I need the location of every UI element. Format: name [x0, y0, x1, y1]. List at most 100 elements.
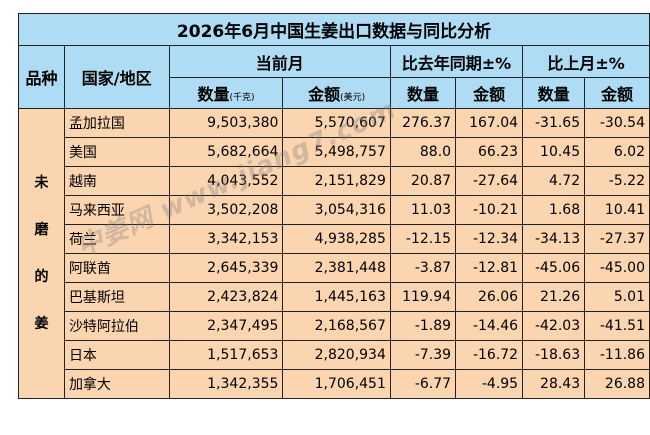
table-row: 沙特阿拉伯 2,347,495 2,168,567 -1.89 -14.46 -42.03…: [19, 311, 650, 341]
cell-mom-amount: -27.37: [584, 224, 650, 254]
cell-yoy-quantity: 119.94: [389, 282, 457, 312]
table-row: 巴基斯坦 2,423,824 1,445,163 119.94 26.06 21.26 5.…: [19, 282, 650, 312]
cell-quantity: 2,423,824: [168, 282, 284, 312]
cell-yoy-amount: 66.23: [455, 137, 524, 167]
header-quantity-unit: (千克): [229, 93, 255, 103]
header-variety: 品种: [18, 45, 65, 109]
cell-country: 沙特阿拉伯: [63, 311, 170, 341]
cell-mom-quantity: 4.72: [522, 166, 586, 196]
header-current-month: 当前月: [168, 45, 391, 78]
table-row: 越南 4,043,552 2,151,829 20.87 -27.64 4.72 -5.22: [19, 166, 650, 196]
cell-amount: 2,820,934: [282, 340, 391, 370]
cell-mom-amount: -5.22: [584, 166, 650, 196]
table-row: 加拿大 1,342,355 1,706,451 -6.77 -4.95 28.43 26.8…: [19, 369, 650, 399]
cell-country: 日本: [63, 340, 170, 370]
cell-amount: 1,706,451: [282, 369, 391, 399]
cell-yoy-amount: 167.04: [455, 108, 524, 138]
cell-amount: 4,938,285: [282, 224, 391, 254]
cell-country: 越南: [63, 166, 170, 196]
cell-yoy-quantity: -3.87: [389, 253, 457, 283]
cell-quantity: 5,682,664: [168, 137, 284, 167]
cell-mom-amount: -45.00: [584, 253, 650, 283]
header-mom: 比上月±%: [522, 45, 650, 78]
header-country: 国家/地区: [63, 45, 170, 109]
cell-mom-amount: -41.51: [584, 311, 650, 341]
cell-yoy-quantity: -7.39: [389, 340, 457, 370]
cell-mom-amount: 6.02: [584, 137, 650, 167]
cell-amount: 5,498,757: [282, 137, 391, 167]
cell-mom-quantity: -42.03: [522, 311, 586, 341]
cell-amount: 2,381,448: [282, 253, 391, 283]
cell-yoy-amount: -16.72: [455, 340, 524, 370]
cell-yoy-amount: -12.81: [455, 253, 524, 283]
cell-quantity: 4,043,552: [168, 166, 284, 196]
cell-yoy-quantity: 20.87: [389, 166, 457, 196]
cell-yoy-amount: -4.95: [455, 369, 524, 399]
header-yoy: 比去年同期±%: [389, 45, 524, 78]
table-row: 马来西亚 3,502,208 3,054,316 11.03 -10.21 1.68 10.…: [19, 195, 650, 225]
table-row: 美国 5,682,664 5,498,757 88.0 66.23 10.45 6.02: [19, 137, 650, 167]
cell-yoy-quantity: 276.37: [389, 108, 457, 138]
cell-yoy-quantity: 11.03: [389, 195, 457, 225]
cell-amount: 5,570,607: [282, 108, 391, 138]
cell-mom-quantity: 21.26: [522, 282, 586, 312]
cell-mom-quantity: 1.68: [522, 195, 586, 225]
cell-country: 美国: [63, 137, 170, 167]
cell-mom-amount: 5.01: [584, 282, 650, 312]
header-quantity-label: 数量: [197, 85, 230, 104]
cell-mom-quantity: -31.65: [522, 108, 586, 138]
cell-mom-quantity: 28.43: [522, 369, 586, 399]
header-yoy-amount: 金额: [455, 77, 524, 109]
header-amount-label: 金额: [308, 85, 341, 104]
cell-yoy-quantity: -6.77: [389, 369, 457, 399]
cell-mom-quantity: -18.63: [522, 340, 586, 370]
cell-yoy-amount: -14.46: [455, 311, 524, 341]
variety-cell: 未磨的姜: [18, 108, 65, 399]
cell-amount: 2,151,829: [282, 166, 391, 196]
cell-mom-amount: -30.54: [584, 108, 650, 138]
variety-char: 未: [34, 174, 49, 191]
cell-mom-quantity: 10.45: [522, 137, 586, 167]
table-title: 2026年6月中国生姜出口数据与同比分析: [18, 13, 650, 46]
cell-yoy-quantity: -12.15: [389, 224, 457, 254]
export-table-container: 2026年6月中国生姜出口数据与同比分析 品种 国家/地区 当前月 比去年同期±…: [18, 13, 650, 399]
cell-quantity: 1,517,653: [168, 340, 284, 370]
header-mom-amount: 金额: [584, 77, 650, 109]
table-row: 阿联酋 2,645,339 2,381,448 -3.87 -12.81 -45.06 -4…: [19, 253, 650, 283]
cell-quantity: 9,503,380: [168, 108, 284, 138]
cell-amount: 2,168,567: [282, 311, 391, 341]
cell-country: 巴基斯坦: [63, 282, 170, 312]
cell-yoy-amount: -27.64: [455, 166, 524, 196]
variety-char: 的: [34, 268, 49, 285]
header-amount-unit: (美元): [340, 93, 366, 103]
ginger-export-table: 2026年6月中国生姜出口数据与同比分析 品种 国家/地区 当前月 比去年同期±…: [18, 13, 650, 399]
table-row: 日本 1,517,653 2,820,934 -7.39 -16.72 -18.63 -11…: [19, 340, 650, 370]
cell-quantity: 3,502,208: [168, 195, 284, 225]
variety-char: 磨: [34, 221, 49, 238]
cell-mom-quantity: -45.06: [522, 253, 586, 283]
cell-quantity: 2,645,339: [168, 253, 284, 283]
cell-country: 马来西亚: [63, 195, 170, 225]
table-row: 未磨的姜孟加拉国 9,503,380 5,570,607 276.37 167.04 -3…: [18, 108, 650, 399]
variety-char: 姜: [34, 315, 49, 332]
cell-country: 加拿大: [63, 369, 170, 399]
header-quantity: 数量(千克): [168, 77, 284, 109]
cell-mom-quantity: -34.13: [522, 224, 586, 254]
cell-mom-amount: -11.86: [584, 340, 650, 370]
cell-yoy-amount: -10.21: [455, 195, 524, 225]
cell-country: 阿联酋: [63, 253, 170, 283]
cell-mom-amount: 10.41: [584, 195, 650, 225]
header-amount: 金额(美元): [282, 77, 391, 109]
cell-yoy-amount: 26.06: [455, 282, 524, 312]
cell-yoy-amount: -12.34: [455, 224, 524, 254]
cell-yoy-quantity: 88.0: [389, 137, 457, 167]
cell-country: 孟加拉国: [63, 108, 170, 138]
cell-quantity: 1,342,355: [168, 369, 284, 399]
header-yoy-quantity: 数量: [389, 77, 457, 109]
cell-quantity: 2,347,495: [168, 311, 284, 341]
cell-country: 荷兰: [63, 224, 170, 254]
cell-quantity: 3,342,153: [168, 224, 284, 254]
table-row: 荷兰 3,342,153 4,938,285 -12.15 -12.34 -34.13 -2…: [19, 224, 650, 254]
cell-amount: 1,445,163: [282, 282, 391, 312]
cell-mom-amount: 26.88: [584, 369, 650, 399]
